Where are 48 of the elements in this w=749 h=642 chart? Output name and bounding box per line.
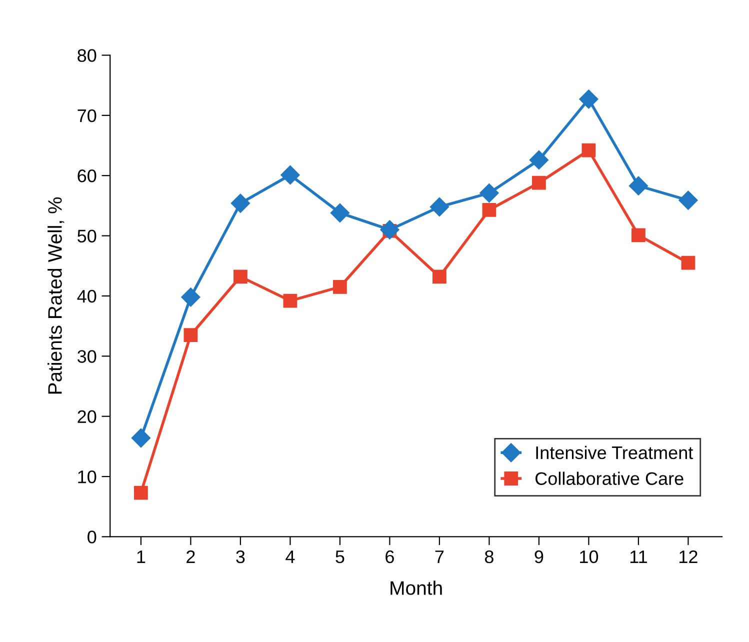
point bbox=[678, 190, 698, 210]
point bbox=[529, 150, 548, 170]
point bbox=[283, 294, 298, 308]
point bbox=[432, 270, 446, 284]
point bbox=[480, 184, 499, 203]
point bbox=[181, 288, 200, 307]
x-tick-label: 7 bbox=[435, 550, 444, 563]
x-tick-label: 2 bbox=[186, 550, 195, 563]
point bbox=[280, 165, 300, 185]
point bbox=[628, 176, 648, 196]
point bbox=[430, 197, 449, 216]
x-tick-label: 4 bbox=[286, 550, 295, 563]
x-tick-label: 12 bbox=[680, 550, 698, 563]
x-tick-label: 8 bbox=[484, 550, 494, 564]
point bbox=[582, 143, 596, 158]
y-tick-label: 40 bbox=[77, 290, 96, 303]
point bbox=[532, 176, 546, 190]
y-tick-label: 60 bbox=[78, 170, 96, 182]
x-tick-label: 10 bbox=[580, 550, 598, 564]
x-tick-label: 9 bbox=[534, 550, 544, 564]
point bbox=[134, 486, 148, 500]
y-tick-label: 80 bbox=[78, 49, 96, 62]
point bbox=[330, 203, 350, 222]
y-tick-label: 30 bbox=[78, 350, 96, 363]
x-tick-label: 11 bbox=[630, 550, 647, 563]
point bbox=[380, 220, 400, 240]
point bbox=[681, 256, 696, 270]
point bbox=[131, 428, 150, 448]
point bbox=[230, 194, 250, 213]
point bbox=[333, 280, 347, 294]
x-tick-label: 3 bbox=[236, 550, 245, 564]
legend-label: Collaborative Care bbox=[536, 472, 684, 485]
y-tick-label: 0 bbox=[88, 530, 96, 544]
y-tick-label: 50 bbox=[78, 230, 96, 242]
point bbox=[234, 270, 248, 284]
x-tick-label: 6 bbox=[386, 550, 394, 564]
x-tick-label: 1 bbox=[137, 550, 146, 563]
point bbox=[184, 328, 198, 342]
point bbox=[579, 90, 598, 109]
y-tick-label: 10 bbox=[78, 470, 96, 484]
point bbox=[482, 202, 496, 217]
legend-label: Intensive Treatment bbox=[536, 446, 694, 460]
point bbox=[632, 228, 646, 242]
x-axis-title: Month bbox=[390, 580, 442, 595]
y-tick-label: 70 bbox=[78, 109, 96, 122]
y-axis-title: Patients Rated Well, % bbox=[48, 197, 64, 394]
y-tick-label: 20 bbox=[78, 410, 96, 424]
x-tick-label: 5 bbox=[336, 550, 344, 564]
